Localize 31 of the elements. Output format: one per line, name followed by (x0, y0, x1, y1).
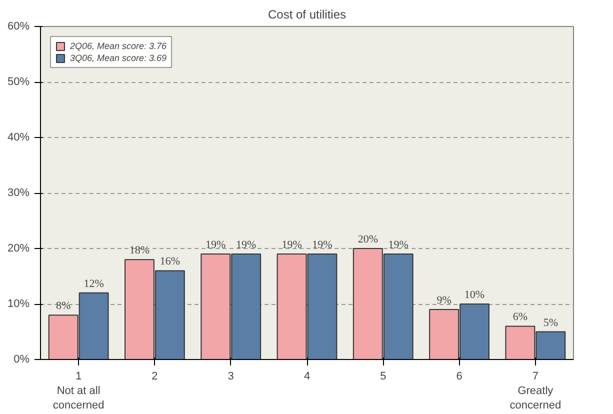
x-tick-label: 2 (152, 370, 158, 382)
y-tick-label: 0% (14, 354, 30, 366)
legend-label: 3Q06, Mean score: 3.69 (70, 53, 167, 63)
x-tick-label: 1 Not at all concerned (52, 370, 104, 412)
data-label: 19% (282, 239, 302, 252)
data-label: 6% (512, 311, 528, 324)
data-label: 5% (543, 316, 558, 329)
data-label: 19% (388, 239, 408, 252)
data-label: 9% (436, 294, 452, 307)
x-tick-label: 5 (380, 370, 386, 382)
data-label: 8% (56, 300, 71, 312)
x-tick-label: 6 (456, 370, 462, 382)
data-label: 19% (236, 239, 256, 252)
data-label: 20% (358, 234, 378, 246)
x-tick-label: 7 Greatly concerned (510, 370, 562, 412)
y-tick-label: 40% (7, 132, 30, 144)
x-tick-label: 4 (304, 370, 310, 382)
y-tick-label: 30% (7, 187, 30, 199)
x-tick-label: 3 (228, 370, 234, 382)
data-label: 19% (312, 239, 332, 252)
data-label: 19% (206, 239, 226, 252)
data-label: 18% (129, 244, 150, 257)
legend-label: 2Q06, Mean score: 3.76 (70, 41, 167, 51)
data-label: 10% (464, 289, 485, 301)
y-tick-label: 10% (7, 298, 30, 310)
data-label: 12% (84, 278, 104, 290)
chart-title: Cost of utilities (268, 8, 346, 22)
y-tick-label: 50% (7, 76, 30, 88)
y-tick-label: 20% (7, 242, 30, 254)
data-label: 16% (160, 256, 180, 268)
y-tick-label: 60% (7, 20, 30, 32)
